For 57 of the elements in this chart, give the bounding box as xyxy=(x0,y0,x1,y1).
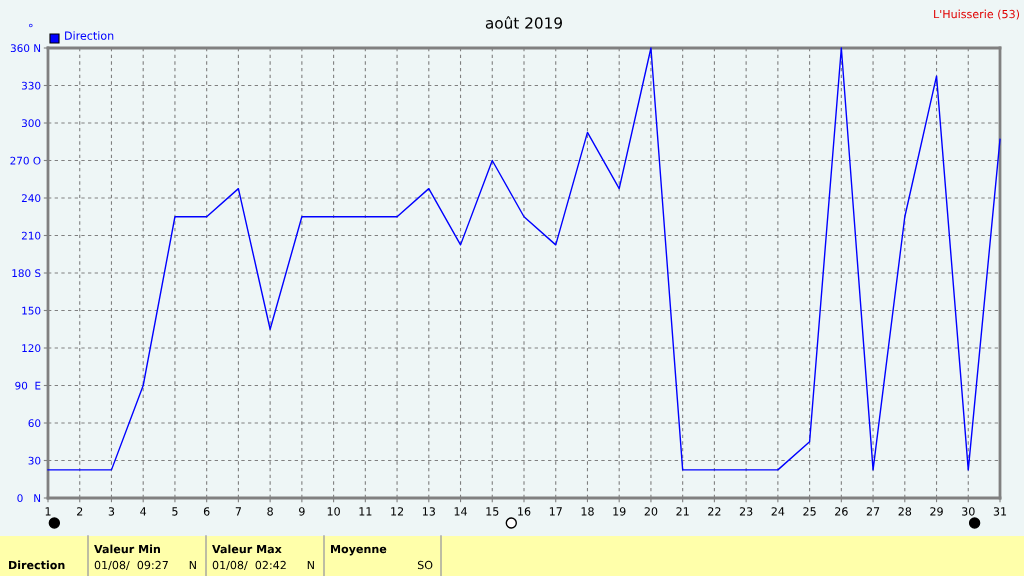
x-tick-label: 22 xyxy=(708,507,721,516)
x-tick-label: 31 xyxy=(993,507,1007,516)
y-tick-label: 240 xyxy=(21,194,41,203)
x-tick-label: 27 xyxy=(866,507,880,516)
y-tick-label: 270 O xyxy=(10,156,41,165)
x-tick-label: 8 xyxy=(267,507,273,516)
text: L'Huisserie (53) xyxy=(934,9,1020,20)
text: 01/08/ 09:27 xyxy=(94,560,168,571)
text: Valeur Max xyxy=(212,544,282,554)
x-tick-label: 11 xyxy=(359,507,372,516)
y-tick-label: 330 xyxy=(21,81,41,90)
text: N xyxy=(189,560,196,570)
x-tick-label: 6 xyxy=(203,507,210,516)
x-tick-label: 4 xyxy=(140,507,147,516)
text: Direction xyxy=(9,560,65,570)
x-tick-label: 9 xyxy=(299,507,305,516)
x-tick-label: 19 xyxy=(613,507,626,516)
y-tick-label: 300 xyxy=(21,119,41,128)
text: N xyxy=(307,560,314,570)
x-tick-label: 17 xyxy=(549,507,562,516)
y-tick-label: 150 xyxy=(22,306,41,315)
y-tick-label: 360 N xyxy=(10,44,41,53)
x-tick-label: 30 xyxy=(962,507,975,516)
x-tick-label: 25 xyxy=(803,507,816,516)
x-tick-label: 13 xyxy=(422,507,435,516)
text: Valeur Min xyxy=(94,544,160,554)
x-tick-label: 1 xyxy=(45,507,51,516)
y-tick-label: 210 xyxy=(21,231,41,240)
y-tick-label: 0 N xyxy=(17,494,41,503)
y-axis-title: ° xyxy=(29,23,33,28)
x-tick-label: 10 xyxy=(327,507,340,516)
x-tick-label: 3 xyxy=(108,507,115,516)
text: Moyenne xyxy=(331,544,387,556)
x-tick-label: 15 xyxy=(486,507,499,516)
x-tick-label: 2 xyxy=(77,507,83,516)
x-tick-label: 26 xyxy=(835,507,848,516)
y-tick-label: 180 S xyxy=(12,269,41,278)
x-tick-label: 28 xyxy=(898,507,912,516)
y-tick-label: 30 xyxy=(28,456,41,465)
x-tick-label: 5 xyxy=(172,507,178,516)
chart-title: août 2019 xyxy=(485,16,562,29)
x-tick-label: 14 xyxy=(454,507,467,516)
legend-label: Direction xyxy=(65,31,114,40)
y-tick-label: 60 xyxy=(28,419,41,428)
x-tick-label: 7 xyxy=(235,507,241,516)
x-tick-label: 20 xyxy=(644,507,658,516)
x-tick-label: 18 xyxy=(581,507,594,516)
text: SO xyxy=(417,560,433,570)
x-tick-label: 29 xyxy=(930,507,943,516)
x-tick-label: 23 xyxy=(739,507,753,516)
x-tick-label: 24 xyxy=(771,507,785,516)
y-tick-label: 120 xyxy=(22,344,41,353)
x-tick-label: 21 xyxy=(676,507,689,516)
x-tick-label: 16 xyxy=(518,507,531,516)
x-tick-label: 12 xyxy=(391,507,404,516)
y-tick-label: 90 E xyxy=(15,381,41,390)
text: 01/08/ 02:42 xyxy=(212,560,286,571)
